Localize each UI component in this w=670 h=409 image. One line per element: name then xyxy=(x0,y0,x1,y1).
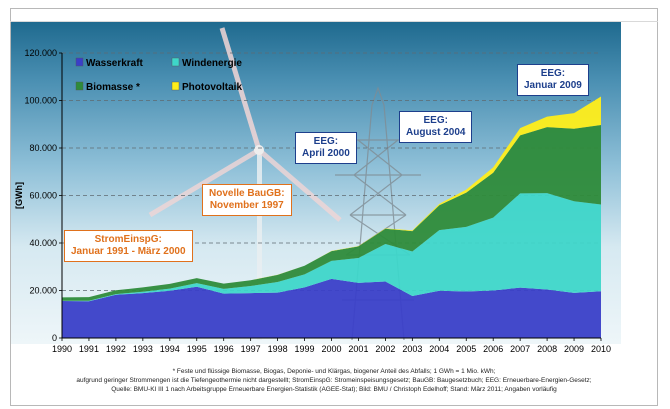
x-tick-label: 1993 xyxy=(133,344,153,354)
y-tick-label: 40.000 xyxy=(29,238,57,248)
stacked-areas xyxy=(62,96,601,338)
y-axis-label: [GWh] xyxy=(14,182,24,209)
y-tick-labels: 0 20.000 40.000 60.000 80.000 100.000 120.000 xyxy=(24,48,62,343)
x-tick-label: 2002 xyxy=(375,344,395,354)
x-tick-label: 1999 xyxy=(295,344,315,354)
footnote-line: aufgrund geringer Strommengen ist die Ti… xyxy=(76,377,592,384)
annotation-eeg-2000: EEG: April 2000 xyxy=(295,132,357,164)
turbine-blade xyxy=(148,147,261,218)
turbine-tower xyxy=(257,150,262,340)
x-tick-label: 1994 xyxy=(160,344,180,354)
x-tick-label: 2008 xyxy=(537,344,557,354)
y-tick-label: 20.000 xyxy=(29,286,57,296)
legend-swatch xyxy=(171,57,180,67)
y-tick-label: 0 xyxy=(52,333,57,343)
annotation-stromeinspg: StromEinspG: Januar 1991 - März 2000 xyxy=(64,230,193,262)
y-tick-label: 120.000 xyxy=(24,48,57,58)
annotation-line: EEG: xyxy=(313,136,339,147)
x-tick-label: 2004 xyxy=(429,344,449,354)
annotation-eeg-2004: EEG: August 2004 xyxy=(399,111,473,143)
x-tick-label: 1991 xyxy=(79,344,99,354)
footnote-line: * Feste und flüssige Biomasse, Biogas, D… xyxy=(172,368,496,375)
x-tick-label: 1998 xyxy=(268,344,288,354)
legend: Wasserkraft Windenergie Biomasse * Photovol… xyxy=(75,57,242,93)
turbine-blade xyxy=(219,27,262,151)
top-rule xyxy=(10,21,658,22)
x-tick-label: 2001 xyxy=(348,344,368,354)
series-area-wasserkraft xyxy=(62,278,601,338)
x-tick-label: 2005 xyxy=(456,344,476,354)
legend-label: Photovoltaik xyxy=(182,82,242,93)
annotation-line: November 1997 xyxy=(209,200,284,211)
series-area-windenergie xyxy=(62,193,601,302)
x-tick-label: 2006 xyxy=(483,344,503,354)
annotation-eeg-2009: EEG: Januar 2009 xyxy=(517,64,589,96)
turbine-blade xyxy=(257,148,342,222)
x-tick-label: 2010 xyxy=(591,344,611,354)
legend-swatch xyxy=(75,57,84,67)
x-tick-label: 1996 xyxy=(214,344,234,354)
legend-swatch xyxy=(75,81,84,91)
x-tick-label: 2000 xyxy=(321,344,341,354)
annotation-line: Januar 1991 - März 2000 xyxy=(71,246,186,257)
footnotes: * Feste und flüssige Biomasse, Biogas, D… xyxy=(14,367,654,394)
legend-label: Windenergie xyxy=(182,58,242,69)
annotation-line: EEG: xyxy=(423,115,448,126)
y-tick-label: 80.000 xyxy=(29,143,57,153)
x-tick-label: 1995 xyxy=(187,344,207,354)
y-tick-label: 100.000 xyxy=(24,96,57,106)
annotation-line: Novelle BauGB: xyxy=(209,188,285,199)
annotation-line: Januar 2009 xyxy=(524,80,582,91)
x-tick-label: 1992 xyxy=(106,344,126,354)
legend-swatch xyxy=(171,81,180,91)
x-tick-label: 1997 xyxy=(241,344,261,354)
legend-label: Wasserkraft xyxy=(86,58,144,69)
y-tick-label: 60.000 xyxy=(29,191,57,201)
turbine-hub xyxy=(254,145,264,155)
annotation-line: August 2004 xyxy=(406,127,466,138)
annotation-line: April 2000 xyxy=(302,148,350,159)
x-tick-label: 2003 xyxy=(402,344,422,354)
legend-label: Biomasse * xyxy=(86,82,140,93)
annotation-line: StromEinspG: xyxy=(94,234,162,245)
footnote-line: Quelle: BMU-KI III 1 nach Arbeitsgruppe … xyxy=(111,386,557,393)
series-area-biomasse xyxy=(62,124,601,301)
x-tick-labels: 1990 1991 1992 1993 1994 1995 1996 1997 1998 1999… xyxy=(52,338,611,354)
annotation-baugb: Novelle BauGB: November 1997 xyxy=(202,184,292,216)
x-tick-label: 2007 xyxy=(510,344,530,354)
x-tick-label: 2009 xyxy=(564,344,584,354)
annotation-line: EEG: xyxy=(540,68,566,79)
x-tick-label: 1990 xyxy=(52,344,72,354)
